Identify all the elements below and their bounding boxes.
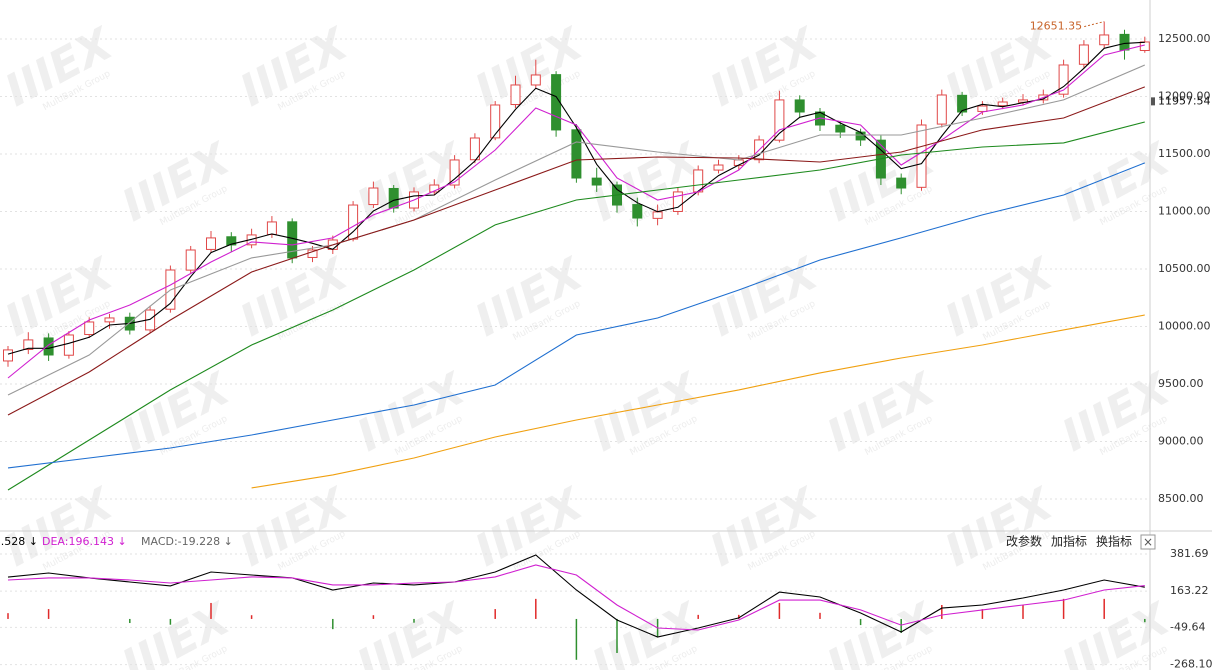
candle-body [551,74,562,131]
candle-body [835,124,846,133]
indicator-value: MACD:-19.228 ↓ [141,535,233,548]
candle-body [287,221,298,259]
candle-body [1119,33,1130,51]
candle-body [104,317,115,323]
candle-body [672,191,683,212]
candle-body [23,339,34,350]
price-marker-label: 11957.54 [1158,94,1211,107]
candle-body [226,236,237,246]
candle-body [652,211,663,219]
candle-body [266,221,277,235]
candle-body [571,129,582,179]
y-tick-label: 10500.00 [1158,262,1211,275]
y-tick-label: 12500.00 [1158,32,1211,45]
candle-body [794,99,805,113]
candle-body [916,124,927,188]
close-button[interactable]: × [1143,535,1153,549]
macd-line [7,564,1145,631]
y-tick-label: 12000.00 [1158,89,1211,102]
watermark-logo: IIIEX [1054,593,1180,670]
indicator-line [7,121,1145,491]
close-box[interactable] [1140,534,1156,550]
max-label: 12651.35 [1030,20,1083,33]
candle-body [84,321,95,336]
y-tick-label: 9500.00 [1158,377,1204,390]
watermark-logo: IIIEX [349,593,475,670]
toolbar-button[interactable]: 加指标 [1051,534,1087,549]
watermark-logo: IIIEX [584,593,710,670]
indicator-line [7,86,1145,416]
candle-body [3,349,13,362]
candle-body [1058,64,1069,95]
candle-body [774,99,785,141]
candle-body [388,187,399,209]
indicator-value: DIF:186.528 ↓ [0,535,38,548]
candle-body [530,74,541,86]
max-pointer [1084,21,1105,28]
candle-body [896,177,907,189]
candle-body [997,101,1008,107]
candle-body [855,131,866,141]
candle-body [957,94,968,113]
y-tick-label: 8500.00 [1158,492,1204,505]
candle-body [449,159,460,186]
y-tick-label: 9000.00 [1158,434,1204,447]
y-tick-label: 163.22 [1170,584,1209,597]
candle-body [977,105,988,112]
indicator-line [7,41,1145,355]
indicator-line [7,64,1146,396]
indicator-value: DEA:196.143 ↓ [42,535,127,548]
y-tick-label: -268.10 [1170,658,1212,670]
candle-body [490,104,501,139]
candle-body [206,237,216,250]
candle-body [63,334,74,356]
watermark-logo: IIIEX [114,593,240,670]
candle-body [713,164,724,171]
candle-body [43,337,54,356]
candle-body [632,204,643,219]
indicator-line [7,44,1145,379]
toolbar-button[interactable]: 改参数 [1006,534,1042,549]
candle-body [591,177,602,186]
y-tick-label: 11500.00 [1158,147,1211,160]
macd-line [7,554,1145,638]
indicator-line [251,314,1145,489]
candle-body [936,94,947,125]
indicator-line [7,162,1146,469]
toolbar-button[interactable]: 换指标 [1096,534,1132,549]
candle-body [368,187,379,206]
y-tick-label: 11000.00 [1158,204,1211,217]
y-tick-label: -49.64 [1170,620,1205,633]
candle-body [1099,34,1110,46]
candle-body [1078,44,1089,65]
candle-body [469,137,480,161]
y-tick-label: 381.69 [1170,547,1209,560]
price-marker [1151,97,1155,106]
y-tick-label: 10000.00 [1158,319,1211,332]
candle-body [510,84,521,106]
candle-body [185,249,196,271]
